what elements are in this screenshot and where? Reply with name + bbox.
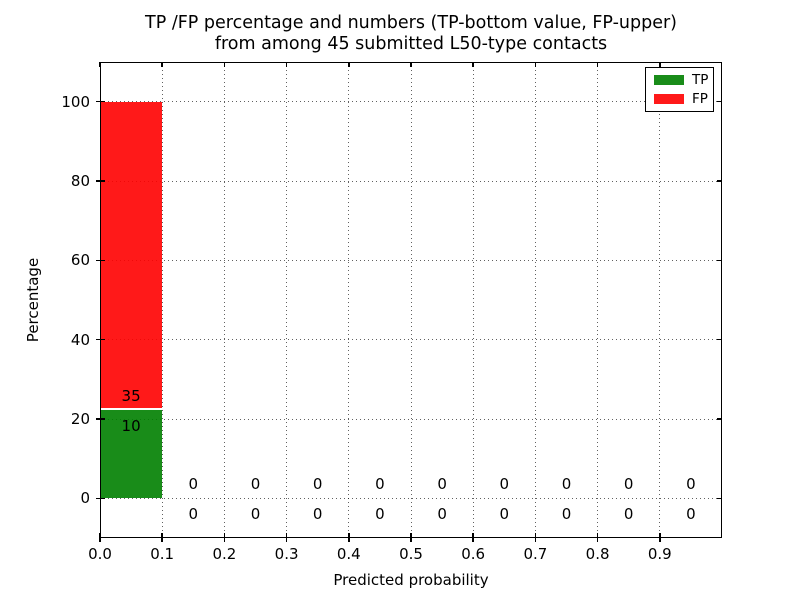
tp-count-label: 0 bbox=[499, 504, 510, 523]
x-tick-mark-top bbox=[99, 62, 101, 67]
y-tick-mark-right bbox=[717, 100, 722, 103]
x-tick-mark bbox=[534, 533, 537, 542]
x-tick-mark bbox=[659, 533, 661, 542]
chart-title-line1: TP /FP percentage and numbers (TP-bottom… bbox=[145, 13, 677, 33]
tp-count-label: 0 bbox=[686, 504, 696, 523]
x-tick-mark bbox=[348, 533, 350, 542]
x-tick-label: 0.2 bbox=[212, 545, 237, 563]
x-axis-label: Predicted probability bbox=[333, 571, 489, 589]
fp-count-label: 0 bbox=[561, 474, 572, 493]
fp-count-label: 0 bbox=[623, 474, 634, 493]
y-tick-mark-right bbox=[717, 259, 722, 262]
legend-label-fp: FP bbox=[692, 91, 708, 107]
x-tick-mark bbox=[410, 533, 412, 542]
y-tick-label: 40 bbox=[70, 330, 90, 349]
chart-title-line2: from among 45 submitted L50-type contact… bbox=[214, 34, 608, 54]
x-tick-mark bbox=[285, 533, 288, 542]
x-tick-mark bbox=[161, 533, 163, 542]
v-gridline bbox=[286, 62, 288, 538]
x-tick-label: 0.8 bbox=[585, 545, 610, 563]
y-tick-label: 0 bbox=[80, 489, 90, 508]
x-tick-label: 0.1 bbox=[150, 545, 175, 563]
chart-title: TP /FP percentage and numbers (TP-bottom… bbox=[100, 13, 722, 55]
x-tick-label: 0.0 bbox=[88, 545, 112, 563]
legend-label-tp: TP bbox=[692, 72, 709, 88]
fp-count-label: 0 bbox=[312, 474, 323, 493]
v-gridline bbox=[223, 62, 225, 538]
x-tick-mark bbox=[596, 533, 599, 542]
fp-count-label: 0 bbox=[686, 474, 696, 493]
v-gridline bbox=[472, 62, 474, 538]
y-tick-label: 20 bbox=[70, 410, 90, 428]
y-tick-mark-right bbox=[717, 497, 722, 500]
legend: TP FP bbox=[645, 67, 714, 112]
x-tick-mark bbox=[99, 533, 101, 542]
v-gridline bbox=[534, 62, 536, 538]
x-tick-mark bbox=[223, 533, 226, 542]
fp-count-label: 35 bbox=[121, 386, 141, 405]
y-tick-label: 80 bbox=[70, 172, 90, 190]
v-gridline bbox=[659, 62, 661, 538]
x-tick-label: 0.5 bbox=[399, 545, 423, 563]
axes-border bbox=[100, 62, 722, 538]
tp-count-label: 0 bbox=[375, 504, 385, 523]
bar-fp-segment bbox=[100, 101, 163, 409]
v-gridline bbox=[410, 62, 412, 538]
tp-count-label: 0 bbox=[623, 504, 634, 523]
x-tick-mark-top bbox=[285, 62, 288, 67]
fp-count-label: 0 bbox=[188, 474, 199, 493]
tp-count-label: 0 bbox=[188, 504, 199, 523]
x-tick-mark-top bbox=[223, 62, 226, 67]
x-tick-mark-top bbox=[161, 62, 163, 67]
legend-swatch-tp bbox=[654, 75, 684, 85]
y-axis-label: Percentage bbox=[24, 257, 42, 343]
x-tick-label: 0.6 bbox=[461, 545, 486, 563]
y-tick-mark bbox=[96, 497, 105, 500]
y-tick-label: 100 bbox=[61, 92, 90, 111]
plot-area: 35 10 0 0 0 0 0 0 0 0 0 0 0 0 0 0 0 0 0 0 bbox=[96, 62, 722, 542]
legend-row: TP bbox=[654, 73, 713, 87]
x-tick-mark-top bbox=[659, 62, 661, 67]
fp-count-label: 0 bbox=[499, 474, 510, 493]
x-tick-mark bbox=[472, 533, 474, 542]
fp-count-label: 0 bbox=[437, 474, 447, 493]
x-tick-mark-top bbox=[472, 62, 474, 67]
v-gridline bbox=[597, 62, 599, 538]
y-tick-mark bbox=[96, 259, 105, 262]
x-tick-label: 0.4 bbox=[336, 545, 361, 563]
legend-row: FP bbox=[654, 92, 713, 106]
y-tick-mark bbox=[96, 180, 105, 182]
y-tick-mark-right bbox=[717, 338, 722, 341]
x-tick-mark-top bbox=[348, 62, 350, 67]
tp-count-label: 0 bbox=[437, 504, 447, 523]
v-gridline bbox=[161, 62, 163, 538]
x-tick-label: 0.3 bbox=[274, 545, 299, 563]
tp-count-label: 0 bbox=[250, 504, 261, 523]
y-tick-label: 60 bbox=[70, 251, 90, 270]
x-tick-mark-top bbox=[596, 62, 599, 67]
x-tick-label: 0.7 bbox=[523, 545, 548, 563]
y-tick-mark bbox=[96, 418, 105, 420]
y-tick-mark-right bbox=[717, 180, 722, 182]
tp-count-label: 0 bbox=[561, 504, 572, 523]
y-tick-mark bbox=[96, 100, 105, 103]
x-tick-label: 0.9 bbox=[647, 545, 672, 563]
v-gridline bbox=[348, 62, 350, 538]
bar-tp-segment bbox=[100, 410, 163, 499]
legend-swatch-fp bbox=[654, 94, 684, 104]
tp-count-label: 10 bbox=[121, 416, 141, 435]
tp-count-label: 0 bbox=[312, 504, 323, 523]
fp-count-label: 0 bbox=[375, 474, 385, 493]
y-tick-mark-right bbox=[717, 418, 722, 420]
x-tick-mark-top bbox=[534, 62, 537, 67]
x-tick-mark-top bbox=[410, 62, 412, 67]
fp-count-label: 0 bbox=[250, 474, 261, 493]
y-tick-mark bbox=[96, 338, 105, 341]
